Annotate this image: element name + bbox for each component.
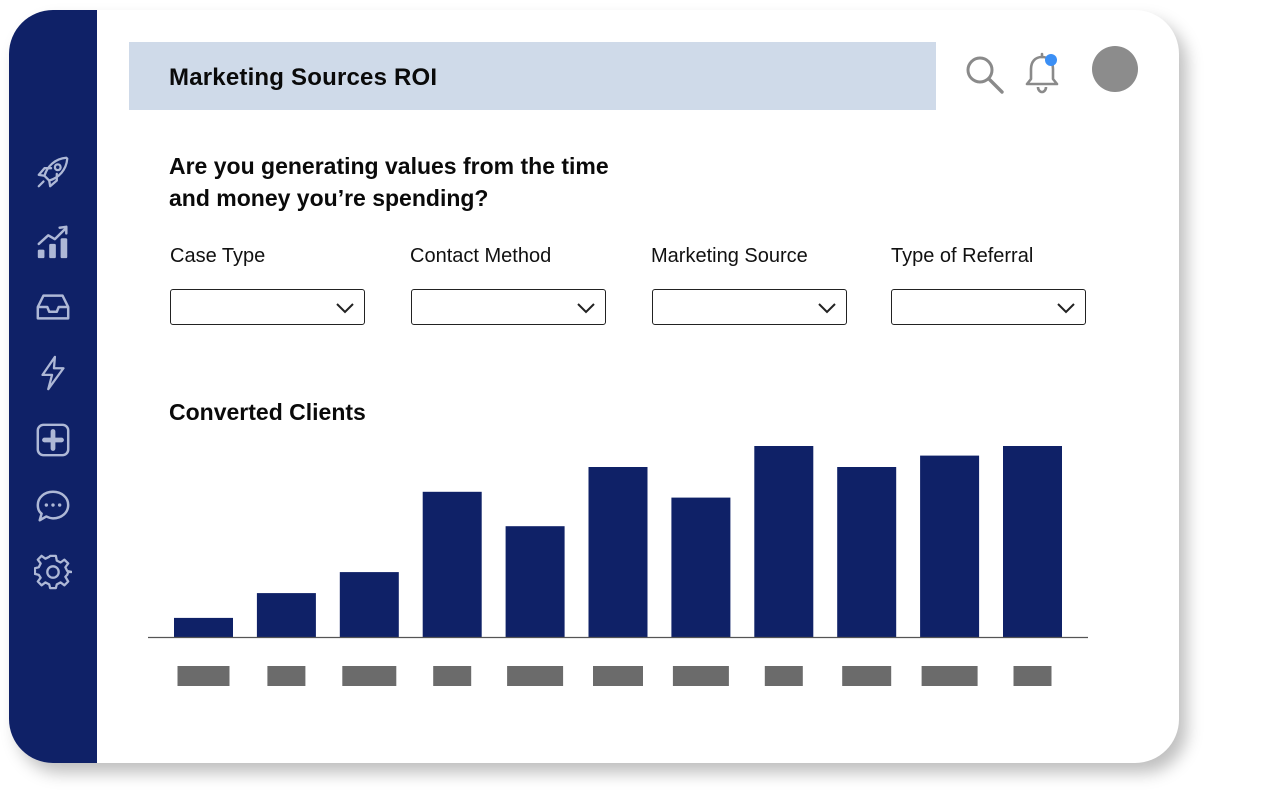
chevron-down-icon	[336, 303, 354, 314]
bar-5	[505, 526, 565, 637]
page-question: Are you generating values from the time …	[169, 150, 689, 214]
marketing-source-select[interactable]	[652, 289, 847, 325]
bar-10	[920, 455, 980, 637]
plus-square-icon[interactable]	[33, 420, 73, 460]
chat-icon[interactable]	[33, 486, 73, 526]
x-tick-label-placeholder-2	[267, 666, 306, 686]
avatar[interactable]	[1092, 46, 1138, 92]
x-tick-label-placeholder-8	[764, 666, 803, 686]
x-tick-label-placeholder-7	[672, 666, 729, 686]
bell-icon[interactable]	[1022, 52, 1062, 96]
notification-dot	[1045, 54, 1057, 66]
filter-label-case-type: Case Type	[170, 245, 266, 267]
chart-title: Converted Clients	[169, 399, 366, 425]
converted-clients-chart	[148, 446, 1088, 686]
x-tick-label-placeholder-9	[842, 666, 892, 686]
chevron-down-icon	[818, 303, 836, 314]
inbox-icon[interactable]	[33, 287, 73, 327]
chevron-down-icon	[577, 303, 595, 314]
x-tick-label-placeholder-1	[177, 666, 230, 686]
bar-3	[339, 572, 399, 637]
chart-icon[interactable]	[33, 222, 73, 262]
x-tick-label-placeholder-6	[593, 666, 643, 686]
sidebar	[9, 10, 97, 763]
chevron-down-icon	[1057, 303, 1075, 314]
bar-4	[422, 491, 482, 637]
app-window: Marketing Sources ROI Are you generating…	[9, 10, 1179, 763]
bar-7	[671, 497, 731, 637]
filter-label-marketing-source: Marketing Source	[651, 245, 808, 267]
question-line-1: Are you generating values from the time	[169, 153, 609, 179]
x-tick-label-placeholder-10	[921, 666, 978, 686]
page-title: Marketing Sources ROI	[169, 64, 438, 91]
bar-11	[1003, 446, 1062, 637]
question-line-2: and money you’re spending?	[169, 185, 489, 211]
x-tick-label-placeholder-4	[433, 666, 472, 686]
bar-6	[588, 467, 648, 637]
contact-method-select[interactable]	[411, 289, 606, 325]
bar-1	[174, 617, 233, 637]
bar-2	[256, 593, 316, 637]
filter-label-contact-method: Contact Method	[410, 245, 552, 267]
type-of-referral-select[interactable]	[891, 289, 1086, 325]
gear-icon[interactable]	[33, 552, 73, 592]
bar-8	[754, 446, 814, 637]
case-type-select[interactable]	[170, 289, 365, 325]
x-tick-label-placeholder-5	[507, 666, 564, 686]
x-tick-label-placeholder-11	[1013, 666, 1052, 686]
lightning-icon[interactable]	[33, 353, 73, 393]
filter-label-type-of-referral: Type of Referral	[891, 245, 1034, 267]
page-header: Marketing Sources ROI	[129, 42, 936, 110]
x-tick-label-placeholder-3	[342, 666, 397, 686]
search-icon[interactable]	[964, 54, 1006, 96]
rocket-icon[interactable]	[33, 152, 73, 192]
bar-9	[837, 467, 897, 637]
